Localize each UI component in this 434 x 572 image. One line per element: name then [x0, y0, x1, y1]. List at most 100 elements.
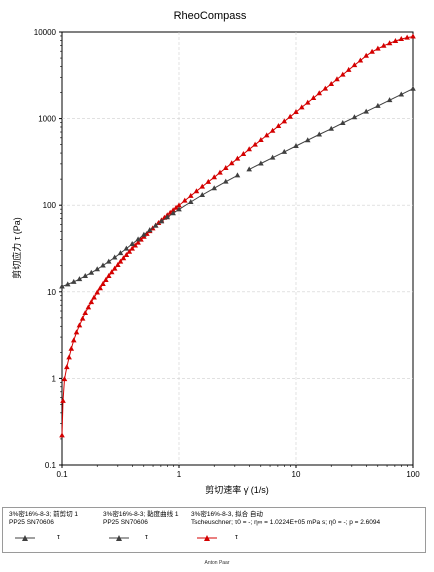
series-3-point — [316, 90, 323, 96]
series-1-point — [146, 227, 153, 233]
series-3-point — [126, 248, 133, 254]
y-tick-label: 10000 — [34, 28, 57, 37]
series-3-point — [281, 118, 288, 124]
series-2-point — [363, 108, 369, 114]
series-2-point — [246, 166, 252, 172]
x-tick-label: 100 — [406, 470, 420, 479]
series-2-point — [351, 114, 358, 120]
series-3-point — [105, 273, 112, 279]
legend-entry-3-sub: Tscheuschner; τ0 = -; η∞ = 1.0224E+05 mP… — [191, 519, 381, 526]
series-1-point — [111, 254, 118, 260]
series-3-point — [234, 155, 241, 161]
series-1-point — [234, 172, 241, 178]
series-3-point — [85, 304, 92, 310]
series-3-point — [205, 178, 212, 184]
series-3-point — [369, 48, 375, 54]
series-1-point — [117, 250, 124, 256]
series-3-point — [275, 123, 282, 129]
x-axis-ticks: 0.1 1 10 100 — [56, 465, 420, 479]
series-2-point — [293, 143, 299, 149]
series-3-point — [123, 252, 130, 258]
chart-title: RheoCompass — [174, 10, 247, 22]
series-2-point — [410, 85, 416, 91]
y-axis-label: 剪切应力 τ (Pa) — [11, 217, 22, 279]
x-tick-label: 0.1 — [56, 470, 68, 479]
x-tick-label: 10 — [292, 470, 301, 479]
series-3-point — [155, 219, 162, 225]
series-3-point — [287, 113, 293, 119]
series-3-point — [94, 289, 101, 295]
y-tick-label: 1 — [52, 374, 57, 383]
series-3-point — [73, 329, 80, 335]
series-3-point — [193, 188, 200, 194]
series-3-point — [298, 104, 305, 110]
series-3-point — [410, 33, 416, 39]
series-2-point — [258, 160, 264, 166]
series-1-point — [100, 262, 106, 268]
series-3-point — [64, 364, 70, 370]
series-3-point — [117, 258, 124, 264]
series-3-point — [322, 85, 329, 91]
series-1-point — [59, 283, 65, 289]
series-3-point — [339, 71, 346, 77]
series-2-point — [398, 91, 405, 97]
series-3-point — [129, 245, 135, 251]
series-3-point — [100, 281, 106, 287]
series-2-point — [328, 125, 335, 131]
legend-entry-1: 3%密16%-8-3; 前剪切 1 PP25 SN70606 — [9, 511, 78, 527]
series-3-point — [88, 299, 95, 305]
series-3-point — [68, 345, 75, 351]
series-3-point — [132, 242, 138, 248]
series-3-point — [115, 261, 121, 267]
series-3-point — [91, 294, 97, 300]
series-3-point — [357, 57, 364, 63]
series-1-point — [94, 266, 101, 272]
legend: 3%密16%-8-3; 前剪切 1 PP25 SN70606 3%密16%-8-… — [2, 507, 426, 553]
series-3-point — [187, 192, 194, 198]
series-3-point — [363, 52, 369, 58]
plot-area — [61, 31, 414, 466]
series-2-point — [281, 148, 288, 154]
series-1-point — [64, 281, 71, 287]
series-3-point — [392, 37, 399, 43]
series-1-point — [222, 178, 229, 184]
series-1-point — [88, 269, 95, 275]
legend-tau-2: τ — [145, 534, 148, 541]
series-3-point — [181, 197, 188, 203]
y-tick-label: 0.1 — [45, 461, 57, 470]
series-3-point — [404, 34, 410, 40]
series-3-point — [111, 265, 118, 271]
series-1-point — [176, 206, 182, 212]
legend-symbol-3-icon — [197, 535, 217, 541]
series-2-point — [339, 120, 346, 126]
series-3-point — [386, 40, 393, 46]
y-tick-label: 10 — [47, 288, 56, 297]
legend-tau-3: τ — [235, 534, 238, 541]
series-1-point — [199, 192, 206, 198]
series-3-point — [345, 66, 352, 72]
series-1-point — [158, 218, 165, 224]
legend-symbol-2-icon — [109, 535, 129, 541]
series-3-point — [228, 160, 235, 166]
legend-entry-1-sub: PP25 SN70606 — [9, 519, 54, 526]
y-tick-label: 1000 — [38, 115, 56, 124]
series-1-point — [129, 241, 135, 247]
series-3-point — [79, 315, 86, 321]
series-3-point — [135, 239, 141, 245]
series-3-point — [380, 42, 387, 48]
legend-tau-1: τ — [57, 534, 60, 541]
legend-entry-2-label: 3%密16%-8-3; 黏度曲线 1 — [103, 511, 179, 518]
series-3-point — [222, 164, 229, 170]
series-3-point — [61, 376, 68, 382]
series-3-point — [59, 432, 65, 438]
series-3-point — [82, 309, 89, 315]
series-1-point — [76, 276, 83, 282]
series-1-point — [70, 278, 77, 284]
series-1-point — [141, 231, 147, 237]
x-tick-label: 1 — [177, 470, 182, 479]
x-axis-label: 剪切速率 γ̇ (1/s) — [205, 484, 269, 495]
series-3-point — [334, 76, 340, 82]
series-3-point — [211, 174, 218, 180]
series-3-point — [328, 80, 335, 86]
series-3-point — [263, 132, 270, 138]
